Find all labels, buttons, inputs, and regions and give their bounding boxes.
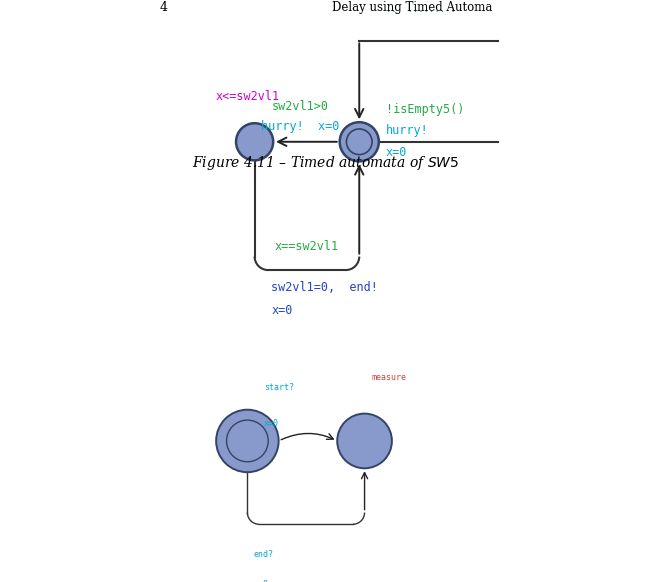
Circle shape xyxy=(340,122,379,161)
Text: x==sw2vl1: x==sw2vl1 xyxy=(275,240,339,253)
Text: Delay using Timed Automa: Delay using Timed Automa xyxy=(332,1,493,13)
Text: 4: 4 xyxy=(160,1,168,13)
Text: measure: measure xyxy=(371,373,406,382)
Text: hurry!  x=0: hurry! x=0 xyxy=(261,120,339,133)
Text: Figure 4.11 – Timed automata of $SW5$: Figure 4.11 – Timed automata of $SW5$ xyxy=(192,154,459,172)
Circle shape xyxy=(337,414,392,469)
Text: sw2vl1=0,  end!: sw2vl1=0, end! xyxy=(271,281,378,294)
Text: end?: end? xyxy=(254,551,274,559)
Text: !isEmpty5(): !isEmpty5() xyxy=(385,104,464,116)
Text: sw2vl1>0: sw2vl1>0 xyxy=(271,100,329,113)
Circle shape xyxy=(216,410,279,472)
Text: x<=sw2vl1: x<=sw2vl1 xyxy=(215,90,280,103)
Text: x=0: x=0 xyxy=(264,419,279,428)
Text: x=0: x=0 xyxy=(385,146,407,159)
Text: start?: start? xyxy=(264,383,294,392)
Text: ..  ....... .: .. ....... . xyxy=(386,5,456,13)
Text: x=0: x=0 xyxy=(254,580,269,582)
Text: hurry!: hurry! xyxy=(385,124,428,137)
Text: x=0: x=0 xyxy=(271,304,293,317)
Circle shape xyxy=(236,123,273,161)
